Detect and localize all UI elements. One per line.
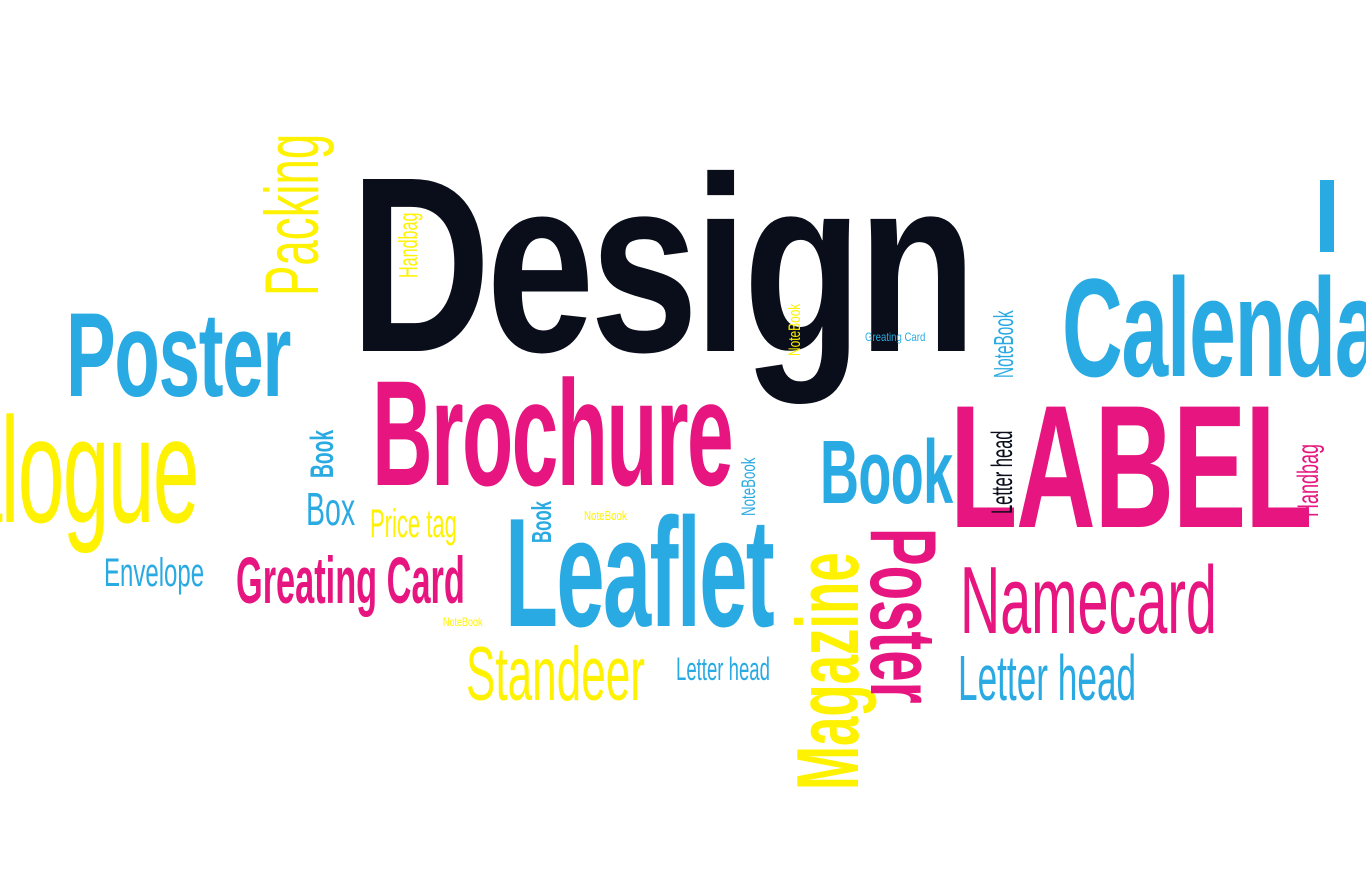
word-notebook-right: NoteBook — [990, 310, 1018, 378]
word-envelope: Envelope — [104, 553, 204, 593]
word-book-large: Book — [820, 428, 953, 518]
word-notebook-top: NoteBook — [786, 304, 803, 356]
word-letter-head-mid: Letter head — [676, 653, 770, 685]
word-book-vertical: Book — [528, 501, 556, 543]
word-greeting-card-main: Greating Card — [236, 547, 465, 613]
word-price-tag: Price tag — [370, 504, 457, 544]
word-handbag-left: Handbag — [395, 213, 421, 278]
word-box: Box — [306, 486, 355, 532]
word-greeting-card-vertical: Letter head — [988, 431, 1018, 514]
word-notebook-small: NoteBook — [584, 509, 627, 522]
word-notebook-bottom: NoteBook — [443, 616, 483, 628]
word-letter-head-small: Greating Card — [865, 331, 925, 343]
word-standeer: Standeer — [466, 637, 645, 713]
word-catalogue: Catalogue — [0, 395, 198, 545]
word-letter-head-large: Letter head — [958, 646, 1136, 710]
word-accent-bar — [1320, 180, 1334, 252]
word-packing: Packing — [255, 134, 331, 296]
word-notebook-mid: NoteBook — [740, 458, 759, 516]
word-namecard: Namecard — [960, 553, 1217, 649]
word-poster-vertical: Poster — [856, 528, 950, 704]
word-handbag-right: Handbag — [1294, 444, 1324, 517]
word-book-small: Book — [306, 430, 338, 478]
